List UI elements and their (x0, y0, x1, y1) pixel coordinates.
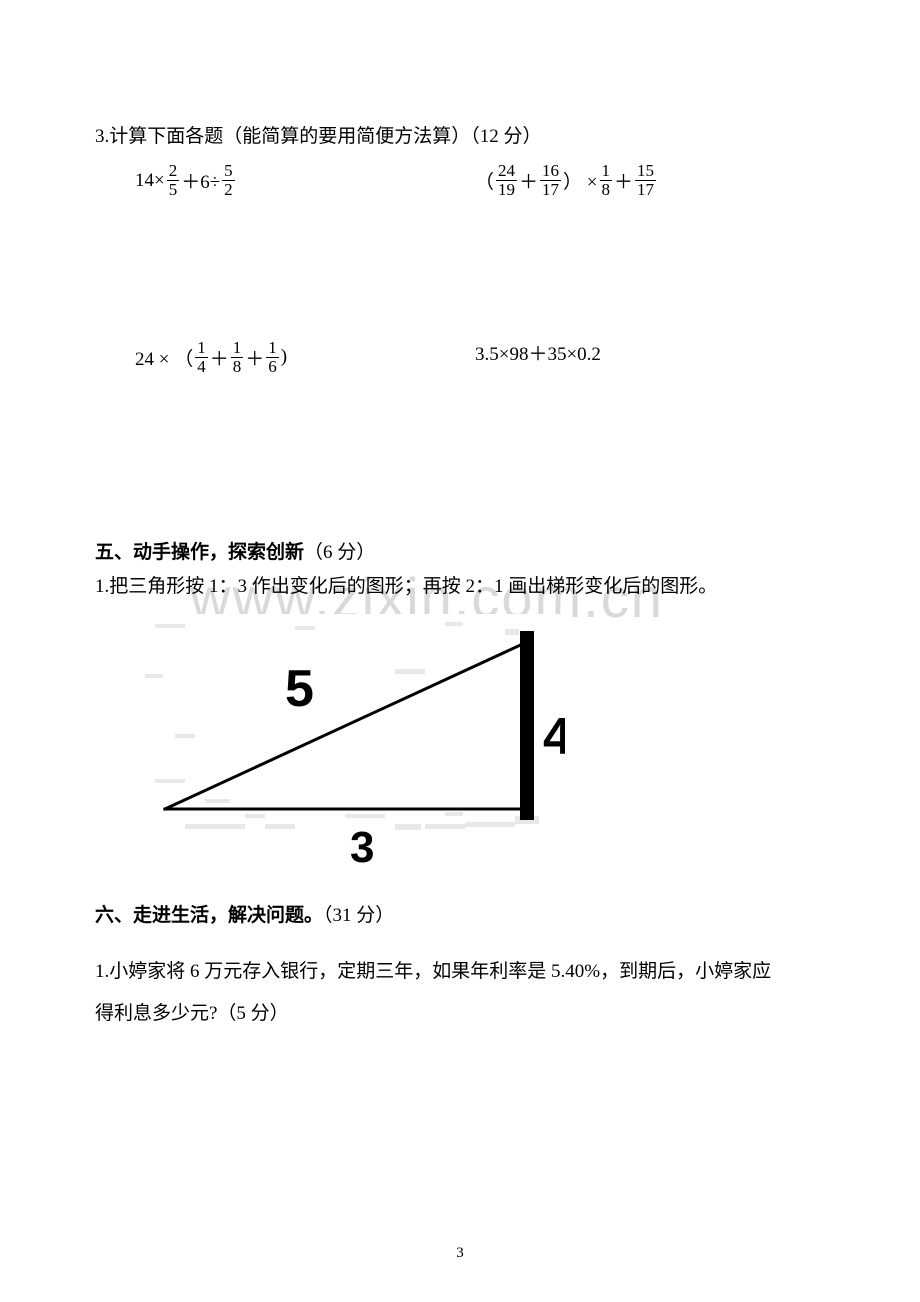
sec6-heading: 六、走进生活，解决问题。（31 分） (95, 899, 825, 933)
q3-row1: 14× 2 5 ＋6÷ 5 2 （ 24 19 ＋ 16 (95, 162, 825, 199)
triangle-figure: 5 4 3 (95, 614, 825, 879)
q3-expr-b: （ 24 19 ＋ 16 17 ） × 1 8 ＋ 15 17 (475, 162, 658, 199)
q3c-frac2: 1 8 (231, 339, 244, 376)
q3c-close: ) (281, 346, 287, 368)
frac-den: 8 (231, 358, 244, 376)
q3-points: （12 分） (470, 126, 541, 147)
q3a-prefix: 14× (135, 170, 165, 192)
frac-den: 8 (600, 181, 613, 199)
frac-num: 1 (231, 339, 244, 358)
q3c-frac1: 1 4 (195, 339, 208, 376)
frac-num: 15 (635, 162, 656, 181)
sec5-heading-bold: 五、动手操作，探索创新 (95, 542, 304, 563)
svg-text:3: 3 (350, 823, 374, 872)
q3c-plus2: ＋ (245, 344, 264, 371)
frac-num: 24 (496, 162, 517, 181)
svg-text:4: 4 (543, 708, 565, 766)
q3a-mid: ＋6÷ (181, 167, 220, 194)
q3-title: 3.计算下面各题（能简算的要用简便方法算） (95, 126, 470, 147)
frac-num: 5 (222, 162, 235, 181)
q3b-open: （ (475, 167, 494, 194)
q3-expr-c: 24 × （ 1 4 ＋ 1 8 ＋ 1 6 ) (135, 339, 475, 376)
sec6-heading-rest: （31 分） (323, 905, 394, 926)
q3b-frac2: 16 17 (540, 162, 561, 199)
frac-den: 17 (635, 181, 656, 199)
sec6-q1-b: 得利息多少元?（5 分） (95, 993, 825, 1035)
q3c-plus1: ＋ (210, 344, 229, 371)
frac-den: 2 (222, 181, 235, 199)
frac-den: 17 (540, 181, 561, 199)
frac-den: 19 (496, 181, 517, 199)
page-number: 3 (0, 1245, 920, 1262)
frac-num: 1 (266, 339, 279, 358)
q3b-frac4: 15 17 (635, 162, 656, 199)
sec5-q1: 1.把三角形按 1：3 作出变化后的图形；再按 2：1 画出梯形变化后的图形。 (95, 570, 825, 604)
q3c-prefix: 24 × （ (135, 344, 193, 371)
q3d-text: 3.5×98＋35×0.2 (475, 339, 601, 366)
sec5-heading: 五、动手操作，探索创新（6 分） (95, 536, 825, 570)
q3c-frac3: 1 6 (266, 339, 279, 376)
content: 3.计算下面各题（能简算的要用简便方法算）（12 分） 14× 2 5 ＋6÷ … (95, 120, 825, 1035)
q3-expr-d: 3.5×98＋35×0.2 (475, 339, 601, 366)
q3b-close: ） × (563, 167, 597, 194)
q3b-frac3: 1 8 (600, 162, 613, 199)
q3b-frac1: 24 19 (496, 162, 517, 199)
q3-title-line: 3.计算下面各题（能简算的要用简便方法算）（12 分） (95, 120, 825, 154)
frac-num: 16 (540, 162, 561, 181)
frac-den: 5 (167, 181, 180, 199)
q3a-frac2: 5 2 (222, 162, 235, 199)
q3b-plus1: ＋ (519, 167, 538, 194)
sec6-heading-bold: 六、走进生活，解决问题。 (95, 905, 323, 926)
q3-row2: 24 × （ 1 4 ＋ 1 8 ＋ 1 6 ) 3.5×98＋35× (95, 339, 825, 376)
frac-num: 2 (167, 162, 180, 181)
sec5-heading-rest: （6 分） (304, 542, 375, 563)
sec6-q1-a: 1.小婷家将 6 万元存入银行，定期三年，如果年利率是 5.40%，到期后，小婷… (95, 951, 825, 993)
svg-text:5: 5 (285, 660, 314, 718)
frac-num: 1 (195, 339, 208, 358)
frac-num: 1 (600, 162, 613, 181)
frac-den: 4 (195, 358, 208, 376)
q3-expr-a: 14× 2 5 ＋6÷ 5 2 (135, 162, 475, 199)
q3b-plus2: ＋ (614, 167, 633, 194)
triangle-svg: 5 4 3 (95, 614, 565, 874)
frac-den: 6 (266, 358, 279, 376)
q3a-frac1: 2 5 (167, 162, 180, 199)
